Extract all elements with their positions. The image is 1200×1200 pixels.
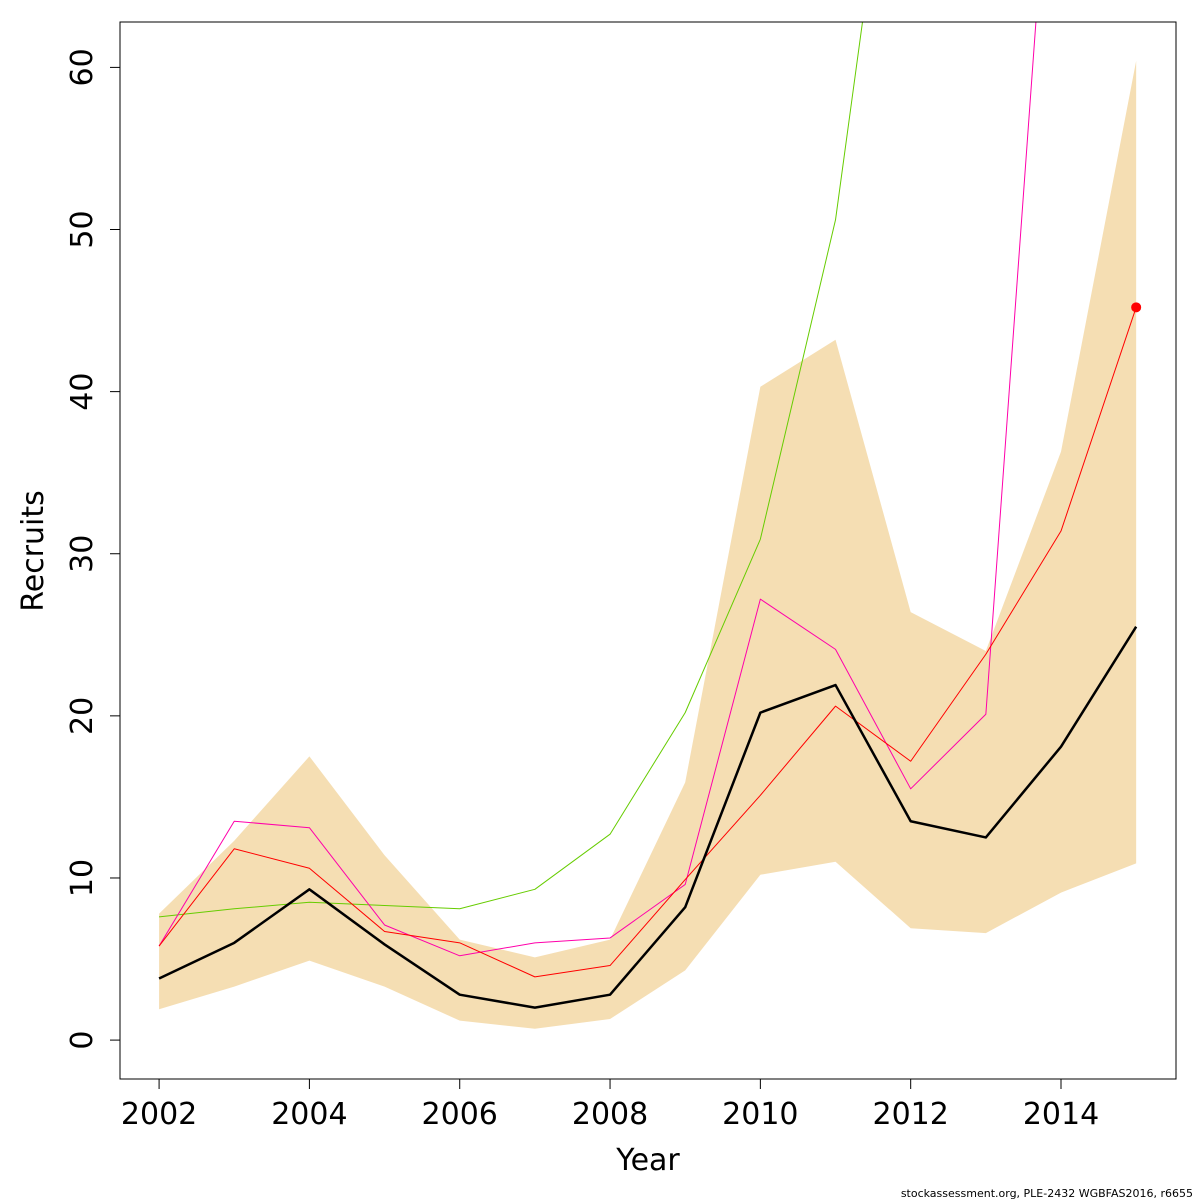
series-line — [158, 22, 1037, 957]
y-tick-label: 0 — [65, 1031, 100, 1050]
x-axis-label: Year — [615, 1143, 680, 1178]
y-tick-label: 50 — [65, 210, 100, 248]
x-tick-label: 2004 — [271, 1097, 347, 1132]
x-tick-label: 2014 — [1023, 1097, 1099, 1132]
plot-frame — [119, 21, 1177, 1080]
x-tick-label: 2012 — [873, 1097, 949, 1132]
end-point — [1131, 302, 1142, 313]
y-tick-label: 20 — [65, 697, 100, 735]
x-tick-label: 2010 — [722, 1097, 798, 1132]
x-tick-label: 2006 — [422, 1097, 498, 1132]
y-axis-label: Recruits — [16, 490, 51, 612]
x-tick-label: 2008 — [572, 1097, 648, 1132]
series-line — [158, 307, 1137, 978]
x-tick-label: 2002 — [121, 1097, 197, 1132]
series-line — [159, 22, 863, 918]
confidence-band — [159, 60, 1137, 1029]
plot-area — [158, 22, 1142, 1029]
series-line — [158, 626, 1138, 1009]
y-tick-label: 10 — [65, 859, 100, 897]
footer: stockassessment.org, PLE-2432 WGBFAS2016… — [901, 1187, 1193, 1200]
y-tick-label: 40 — [65, 373, 100, 411]
y-tick-label: 30 — [65, 535, 100, 573]
y-tick-label: 60 — [65, 48, 100, 86]
